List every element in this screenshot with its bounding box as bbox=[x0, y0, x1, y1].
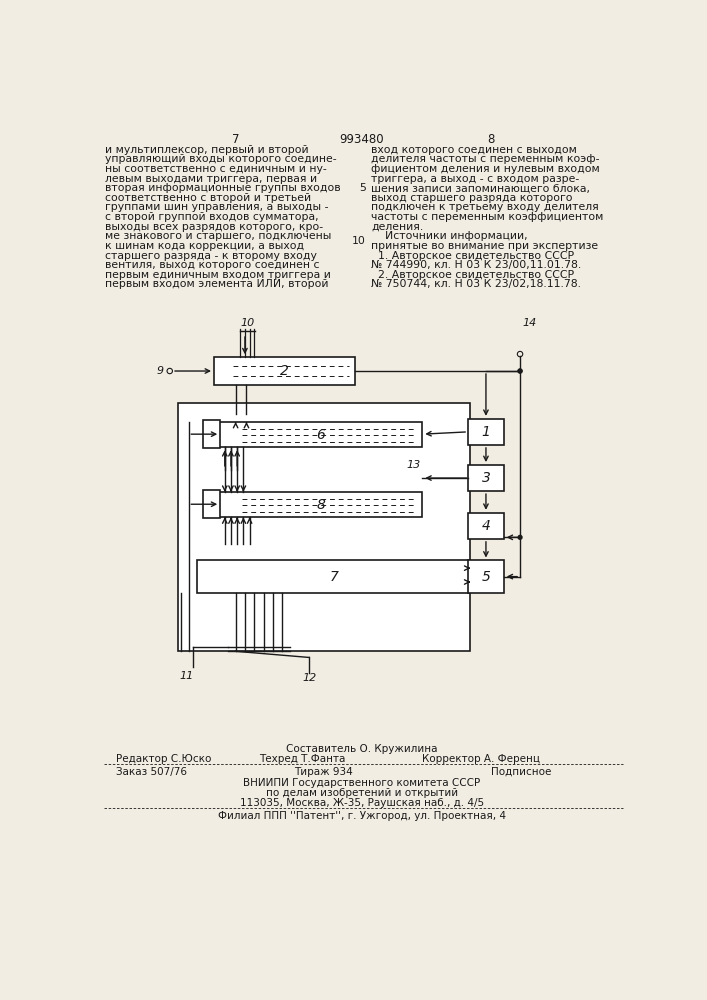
Text: вторая информационные группы входов: вторая информационные группы входов bbox=[105, 183, 341, 193]
Text: шения записи запоминающего блока,: шения записи запоминающего блока, bbox=[371, 183, 590, 193]
Text: первым единичным входом триггера и: первым единичным входом триггера и bbox=[105, 270, 332, 280]
Text: 11: 11 bbox=[180, 671, 194, 681]
Text: 1. Авторское свидетельство СССР: 1. Авторское свидетельство СССР bbox=[371, 251, 574, 261]
Text: 7: 7 bbox=[329, 570, 338, 584]
Text: подключен к третьему входу делителя: подключен к третьему входу делителя bbox=[371, 202, 599, 212]
Text: 5: 5 bbox=[359, 183, 366, 193]
Text: вентиля, выход которого соединен с: вентиля, выход которого соединен с bbox=[105, 260, 320, 270]
Text: с второй группой входов сумматора,: с второй группой входов сумматора, bbox=[105, 212, 319, 222]
Text: 7: 7 bbox=[232, 133, 240, 146]
Text: триггера, а выход - с входом разре-: триггера, а выход - с входом разре- bbox=[371, 174, 580, 184]
Text: делителя частоты с переменным коэф-: делителя частоты с переменным коэф- bbox=[371, 154, 600, 164]
Text: выходы всех разрядов которого, кро-: выходы всех разрядов которого, кро- bbox=[105, 222, 324, 232]
Bar bbox=[468, 513, 504, 539]
Text: ВНИИПИ Государственного комитета СССР: ВНИИПИ Государственного комитета СССР bbox=[243, 778, 481, 788]
Text: по делам изобретений и открытий: по делам изобретений и открытий bbox=[266, 788, 458, 798]
Text: управляющий входы которого соедине-: управляющий входы которого соедине- bbox=[105, 154, 337, 164]
Text: 5: 5 bbox=[481, 570, 491, 584]
Text: 8: 8 bbox=[316, 498, 325, 512]
Bar bbox=[468, 560, 504, 593]
Text: частоты с переменным коэффициентом: частоты с переменным коэффициентом bbox=[371, 212, 604, 222]
Text: принятые во внимание при экспертизе: принятые во внимание при экспертизе bbox=[371, 241, 598, 251]
Text: Филиал ППП ''Патент'', г. Ужгород, ул. Проектная, 4: Филиал ППП ''Патент'', г. Ужгород, ул. П… bbox=[218, 811, 506, 821]
Text: 13: 13 bbox=[406, 460, 421, 470]
Text: к шинам кода коррекции, а выход: к шинам кода коррекции, а выход bbox=[105, 241, 305, 251]
Circle shape bbox=[518, 369, 522, 373]
Text: 2. Авторское свидетельство СССР: 2. Авторское свидетельство СССР bbox=[371, 270, 574, 280]
Text: ны соответственно с единичным и ну-: ны соответственно с единичным и ну- bbox=[105, 164, 327, 174]
Text: 9: 9 bbox=[156, 366, 163, 376]
Text: выход старшего разряда которого: выход старшего разряда которого bbox=[371, 193, 573, 203]
Text: № 750744, кл. Н 03 К 23/02,18.11.78.: № 750744, кл. Н 03 К 23/02,18.11.78. bbox=[371, 279, 581, 289]
Text: Корректор А. Ференц: Корректор А. Ференц bbox=[421, 754, 539, 764]
Text: Подписное: Подписное bbox=[491, 767, 551, 777]
Text: 12: 12 bbox=[302, 673, 316, 683]
Text: левым выходами триггера, первая и: левым выходами триггера, первая и bbox=[105, 174, 317, 184]
Text: Заказ 507/76: Заказ 507/76 bbox=[115, 767, 187, 777]
Circle shape bbox=[518, 535, 522, 539]
Text: 2: 2 bbox=[280, 364, 289, 378]
Text: фициентом деления и нулевым входом: фициентом деления и нулевым входом bbox=[371, 164, 600, 174]
Text: 14: 14 bbox=[522, 318, 537, 328]
Text: 3: 3 bbox=[481, 471, 491, 485]
Text: 10: 10 bbox=[240, 318, 255, 328]
Text: группами шин управления, а выходы -: группами шин управления, а выходы - bbox=[105, 202, 329, 212]
Circle shape bbox=[518, 369, 522, 373]
Bar bbox=[214, 357, 355, 385]
Text: первым входом элемента ИЛИ, второй: первым входом элемента ИЛИ, второй bbox=[105, 279, 329, 289]
Bar bbox=[203, 490, 220, 518]
Text: Источники информации,: Источники информации, bbox=[371, 231, 528, 241]
Bar bbox=[468, 419, 504, 445]
Text: 8: 8 bbox=[488, 133, 495, 146]
Bar bbox=[218, 492, 422, 517]
Text: 6: 6 bbox=[316, 428, 325, 442]
Text: 10: 10 bbox=[352, 236, 366, 246]
Text: 993480: 993480 bbox=[339, 133, 385, 146]
Text: Редактор С.Юско: Редактор С.Юско bbox=[115, 754, 211, 764]
Bar bbox=[218, 422, 422, 447]
Text: ме знакового и старшего, подключены: ме знакового и старшего, подключены bbox=[105, 231, 332, 241]
Text: Техред Т.Фанта: Техред Т.Фанта bbox=[259, 754, 345, 764]
Bar bbox=[177, 403, 470, 651]
Text: № 744990, кл. Н 03 К 23/00,11.01.78.: № 744990, кл. Н 03 К 23/00,11.01.78. bbox=[371, 260, 581, 270]
Text: старшего разряда - к второму входу: старшего разряда - к второму входу bbox=[105, 251, 317, 261]
Text: 113035, Москва, Ж-35, Раушская наб., д. 4/5: 113035, Москва, Ж-35, Раушская наб., д. … bbox=[240, 798, 484, 808]
Bar bbox=[197, 560, 470, 593]
Text: Тираж 934: Тираж 934 bbox=[293, 767, 353, 777]
Text: Составитель О. Кружилина: Составитель О. Кружилина bbox=[286, 744, 438, 754]
Bar bbox=[468, 465, 504, 491]
Text: 4: 4 bbox=[481, 519, 491, 533]
Text: деления.: деления. bbox=[371, 222, 423, 232]
Text: и мультиплексор, первый и второй: и мультиплексор, первый и второй bbox=[105, 145, 309, 155]
Text: 1: 1 bbox=[481, 425, 491, 439]
Bar bbox=[203, 420, 220, 448]
Text: вход которого соединен с выходом: вход которого соединен с выходом bbox=[371, 145, 577, 155]
Text: соответственно с второй и третьей: соответственно с второй и третьей bbox=[105, 193, 312, 203]
